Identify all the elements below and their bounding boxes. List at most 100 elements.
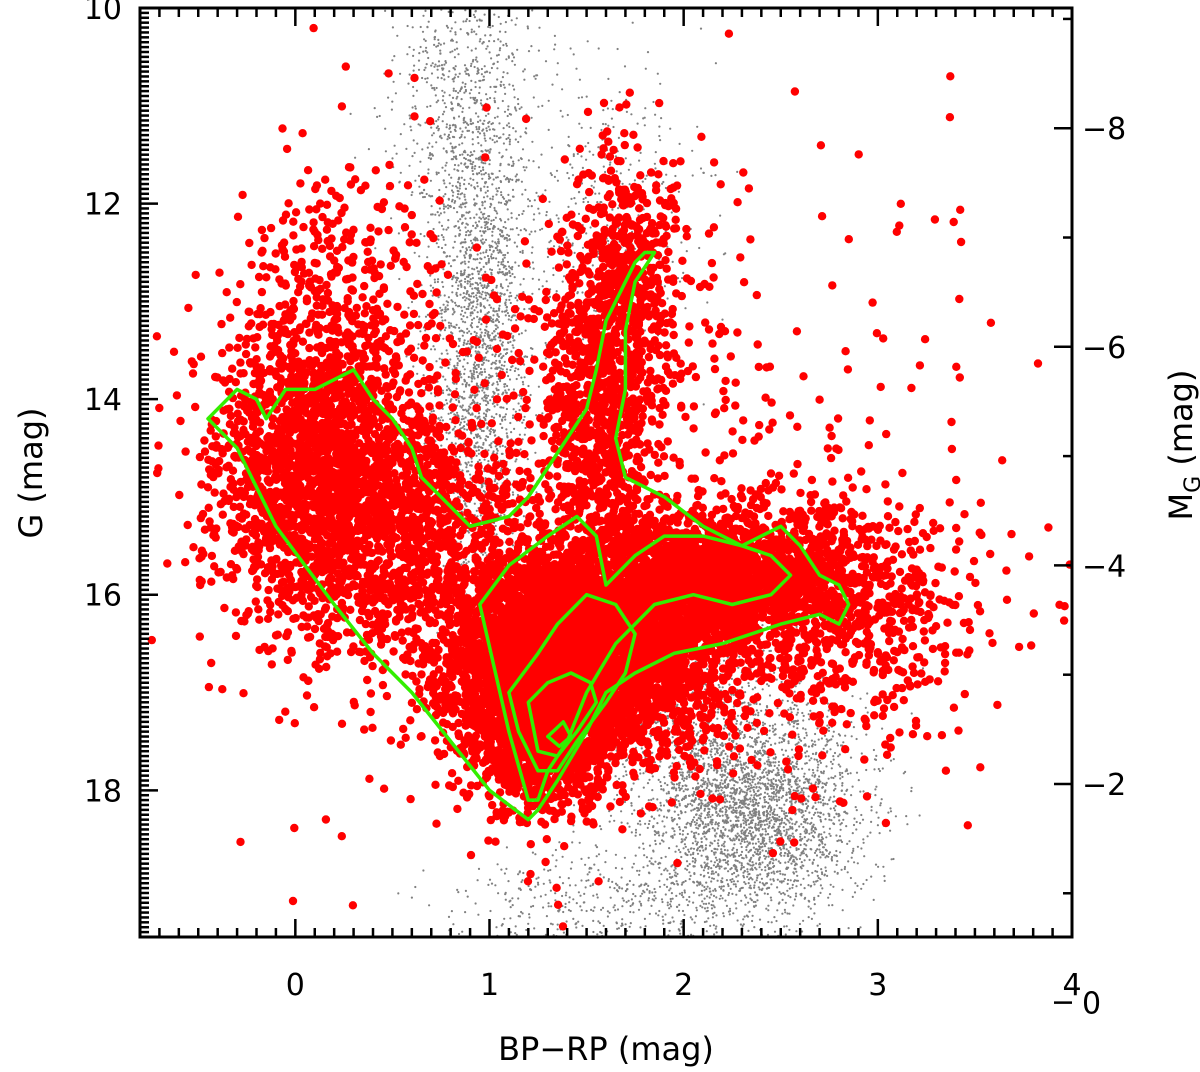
background-star-1942 xyxy=(476,291,479,294)
background-star-1079 xyxy=(459,421,462,424)
background-star-2818 xyxy=(424,49,427,53)
background-star-2916 xyxy=(431,145,434,148)
background-star-3202 xyxy=(614,853,618,856)
background-star-771 xyxy=(506,233,509,236)
background-star-3220 xyxy=(803,887,806,890)
background-star-4826 xyxy=(684,811,687,814)
background-star-3989 xyxy=(797,808,800,811)
background-star-1745 xyxy=(472,375,475,378)
background-star-1783 xyxy=(508,298,511,301)
background-star-4002 xyxy=(844,734,847,737)
background-star-4430 xyxy=(816,811,819,814)
background-star-151 xyxy=(479,437,482,440)
background-star-2929 xyxy=(427,20,430,23)
background-star-2524 xyxy=(413,64,416,67)
background-star-4934 xyxy=(788,796,792,799)
background-star-1814 xyxy=(502,266,505,269)
background-star-805 xyxy=(469,394,472,397)
background-star-294 xyxy=(493,480,496,483)
background-star-1812 xyxy=(458,280,461,283)
background-star-2570 xyxy=(511,178,514,181)
background-star-1610 xyxy=(440,312,443,315)
background-star-894 xyxy=(489,444,492,447)
background-star-4265 xyxy=(880,798,883,801)
background-star-618 xyxy=(457,220,460,223)
background-star-817 xyxy=(440,416,443,419)
background-star-2344 xyxy=(443,205,446,208)
background-star-481 xyxy=(482,305,485,308)
background-star-2289 xyxy=(459,193,462,196)
background-star-659 xyxy=(439,419,442,422)
background-star-4016 xyxy=(804,802,808,805)
background-star-1041 xyxy=(455,279,458,282)
background-star-3895 xyxy=(843,867,846,871)
background-star-2267 xyxy=(486,98,489,101)
background-star-1007 xyxy=(458,455,462,459)
background-star-1807 xyxy=(519,157,523,160)
background-star-2641 xyxy=(472,178,475,181)
background-star-4441 xyxy=(729,878,732,882)
background-star-4783 xyxy=(707,763,710,766)
background-star-2739 xyxy=(426,105,429,108)
background-star-4647 xyxy=(810,917,814,921)
background-star-4069 xyxy=(767,740,770,743)
background-star-1669 xyxy=(497,393,500,396)
background-star-3517 xyxy=(730,824,733,827)
background-star-4102 xyxy=(824,818,827,821)
background-star-853 xyxy=(469,473,472,476)
background-star-1995 xyxy=(443,63,446,66)
background-star-4324 xyxy=(663,776,666,779)
background-star-2293 xyxy=(422,14,425,17)
background-star-4330 xyxy=(693,816,696,819)
background-star-4251 xyxy=(815,854,819,857)
background-star-3573 xyxy=(829,748,832,751)
background-star-4657 xyxy=(837,815,840,818)
background-star-2419 xyxy=(483,207,486,210)
background-star-2191 xyxy=(487,311,490,314)
background-star-191 xyxy=(490,367,493,370)
background-star-3126 xyxy=(743,840,746,844)
background-star-941 xyxy=(481,397,484,400)
background-star-1325 xyxy=(527,384,530,388)
background-star-1479 xyxy=(459,405,462,408)
background-star-4955 xyxy=(778,789,782,792)
background-star-4942 xyxy=(780,832,783,835)
background-star-4 xyxy=(501,196,504,199)
background-star-1717 xyxy=(446,352,449,355)
background-star-2203 xyxy=(463,271,466,274)
background-star-1647 xyxy=(481,201,484,204)
background-star-4494 xyxy=(735,722,738,725)
background-star-4415 xyxy=(754,842,758,845)
background-star-4624 xyxy=(783,877,786,881)
background-star-4630 xyxy=(687,848,690,851)
background-star-2729 xyxy=(505,148,508,151)
background-star-1063 xyxy=(513,369,517,373)
background-star-3831 xyxy=(808,832,811,835)
background-star-1786 xyxy=(469,249,472,252)
background-star-1499 xyxy=(498,151,501,154)
background-star-2070 xyxy=(498,366,501,369)
background-star-3166 xyxy=(796,760,799,763)
background-star-2934 xyxy=(489,137,492,140)
background-star-2770 xyxy=(507,218,510,221)
background-star-3522 xyxy=(757,711,760,714)
background-star-1978 xyxy=(486,388,489,391)
background-star-1625 xyxy=(452,191,455,194)
background-star-4470 xyxy=(709,742,712,745)
background-star-3938 xyxy=(770,795,773,798)
background-star-1474 xyxy=(495,359,498,362)
background-star-2310 xyxy=(503,3,505,5)
background-star-4204 xyxy=(743,870,746,873)
background-star-1789 xyxy=(478,317,481,320)
background-star-2636 xyxy=(515,180,518,183)
background-star-1893 xyxy=(488,373,491,376)
background-star-2127 xyxy=(477,445,480,448)
background-star-691 xyxy=(507,388,510,391)
background-star-3656 xyxy=(865,733,868,736)
background-star-1594 xyxy=(451,307,455,310)
background-star-2468 xyxy=(455,41,458,44)
background-star-3782 xyxy=(787,860,790,864)
background-star-2166 xyxy=(487,292,490,296)
background-star-3333 xyxy=(810,950,812,952)
background-star-2803 xyxy=(424,77,427,80)
